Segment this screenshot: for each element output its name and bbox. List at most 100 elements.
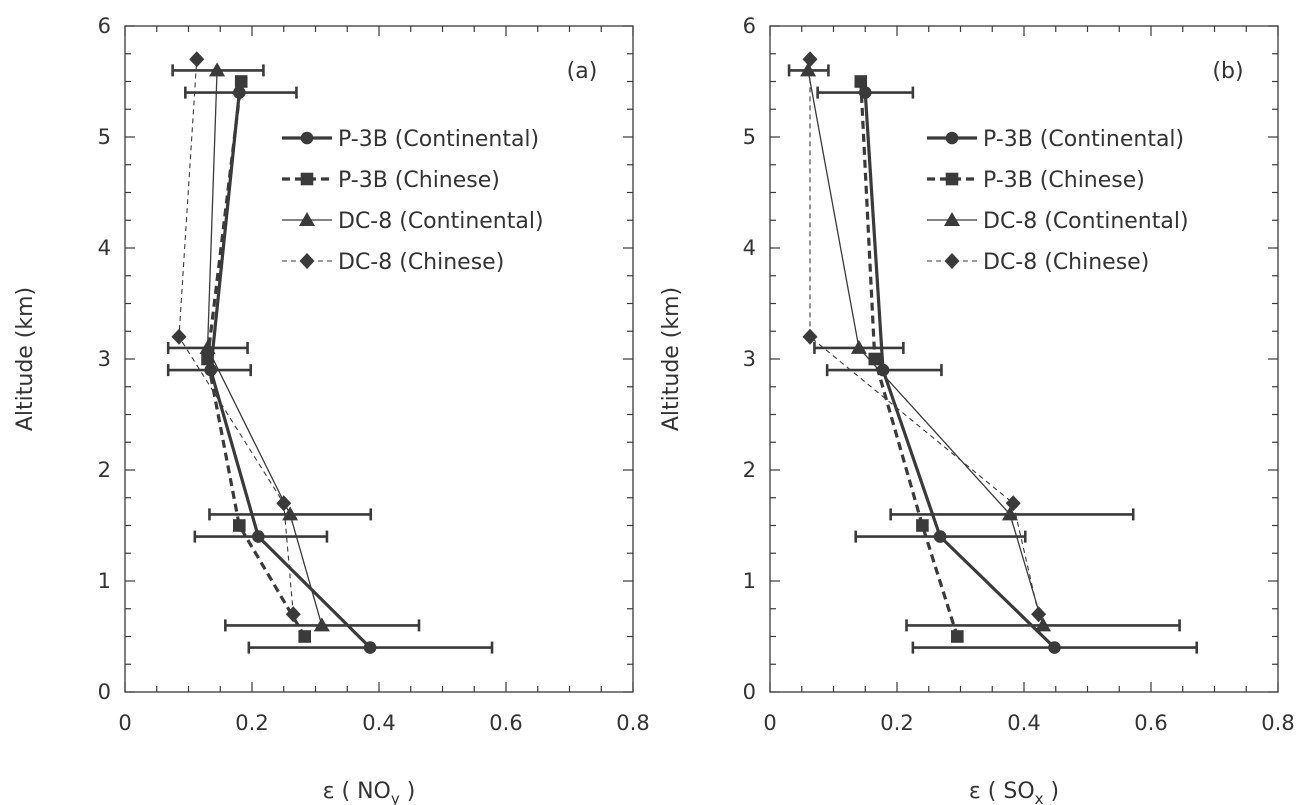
data-point	[285, 606, 301, 623]
x-axis-title: ε ( SOx )	[969, 779, 1059, 805]
data-point	[1002, 506, 1019, 521]
legend: P-3B (Continental) P-3B (Chinese) DC-8 (Co…	[927, 127, 1189, 275]
y-tick-label: 3	[98, 347, 111, 371]
series-circle	[816, 86, 1199, 654]
legend-marker	[945, 131, 959, 145]
data-point	[800, 62, 817, 77]
x-tick-label: 0.8	[1261, 711, 1294, 735]
panel-a: 0 0.2 0.4 0.6 0.8 0 1 2 3 4 5 6 Altitude (km) ε ( NOy…	[13, 14, 650, 805]
y-tick-label: 2	[98, 458, 111, 482]
data-point	[802, 51, 818, 68]
x-tick-label: 0.8	[616, 711, 649, 735]
legend-marker	[299, 253, 315, 269]
legend-label: DC-8 (Continental)	[983, 209, 1189, 234]
x-axis-title-main: ε ( SO	[969, 779, 1035, 804]
x-tick-label: 0.4	[362, 711, 395, 735]
data-point	[199, 339, 216, 354]
data-point	[276, 495, 292, 512]
data-point	[234, 75, 248, 88]
y-tick-label: 0	[98, 680, 111, 704]
legend-marker	[299, 212, 315, 226]
series-square	[854, 75, 964, 643]
legend-marker	[300, 131, 314, 145]
data-point	[171, 328, 187, 345]
series-line	[809, 59, 1040, 615]
series-line	[205, 81, 307, 638]
y-tick-label: 5	[743, 125, 756, 149]
x-axis-title: ε ( NOy )	[323, 779, 416, 805]
legend-label: DC-8 (Chinese)	[338, 250, 504, 275]
legend: P-3B (Continental) P-3B (Chinese) DC-8 (Co…	[282, 127, 544, 275]
data-point	[201, 352, 214, 366]
data-point	[1005, 495, 1021, 512]
series-line	[807, 70, 1044, 626]
data-point	[916, 519, 929, 532]
x-axis-title-subscript: x	[1035, 790, 1044, 805]
data-point	[1035, 617, 1052, 632]
data-point	[252, 530, 265, 543]
series-line	[206, 70, 323, 626]
data-point	[233, 519, 246, 532]
data-point	[868, 352, 882, 366]
y-tick-label: 1	[743, 569, 756, 593]
data-point	[313, 617, 330, 632]
legend-marker	[944, 212, 960, 226]
y-tick-label: 1	[98, 569, 111, 593]
legend-label: P-3B (Chinese)	[338, 168, 500, 193]
y-tick-label: 6	[743, 14, 756, 38]
x-tick-label: 0	[118, 711, 131, 735]
x-tick-label: 0.2	[235, 711, 268, 735]
y-tick-label: 2	[743, 458, 756, 482]
x-tick-label: 0	[763, 711, 776, 735]
y-axis-title: Altitude (km)	[659, 287, 684, 431]
y-tick-label: 5	[98, 125, 111, 149]
legend-label: P-3B (Continental)	[338, 127, 539, 152]
data-point	[282, 506, 299, 521]
legend-label: P-3B (Continental)	[983, 127, 1184, 152]
data-point	[209, 62, 226, 77]
series-line	[178, 59, 294, 615]
series-line	[859, 81, 959, 637]
series-diamond	[171, 51, 301, 623]
data-point	[933, 530, 947, 543]
panel-label: (b)	[1212, 59, 1243, 84]
x-axis-title-main: ε ( NO	[323, 779, 391, 804]
series-diamond	[802, 51, 1047, 623]
y-tick-label: 4	[743, 236, 756, 260]
series-triangle	[166, 62, 421, 632]
y-tick-label: 4	[98, 236, 111, 260]
x-axis-title-end: )	[400, 779, 416, 804]
data-point	[298, 630, 312, 643]
data-point	[854, 75, 868, 88]
data-point	[363, 641, 377, 654]
series-triangle	[787, 62, 1181, 632]
y-axis-title: Altitude (km)	[13, 287, 38, 431]
plot-frame	[769, 25, 1279, 693]
data-point	[1031, 606, 1047, 623]
plot-frame	[124, 25, 634, 693]
data-point	[802, 328, 818, 345]
x-tick-label: 0.2	[880, 711, 913, 735]
x-axis-title-end: )	[1044, 779, 1060, 804]
y-tick-label: 3	[743, 347, 756, 371]
x-tick-label: 0.6	[489, 711, 522, 735]
legend-label: P-3B (Chinese)	[983, 168, 1145, 193]
series-square	[201, 75, 312, 643]
legend-label: DC-8 (Chinese)	[983, 250, 1149, 275]
panel-label: (a)	[567, 59, 598, 84]
data-point	[951, 630, 964, 643]
legend-marker	[300, 172, 314, 186]
x-axis-title-subscript: y	[391, 790, 400, 805]
x-tick-label: 0.4	[1007, 711, 1040, 735]
x-tick-label: 0.6	[1134, 711, 1167, 735]
legend-marker	[944, 253, 960, 269]
series-line	[863, 92, 1056, 649]
legend-marker	[945, 172, 959, 186]
legend-label: DC-8 (Continental)	[338, 209, 544, 234]
data-point	[189, 51, 205, 68]
series-line	[209, 92, 372, 649]
data-point	[850, 339, 867, 354]
data-point	[1048, 641, 1061, 654]
y-tick-label: 6	[98, 14, 111, 38]
